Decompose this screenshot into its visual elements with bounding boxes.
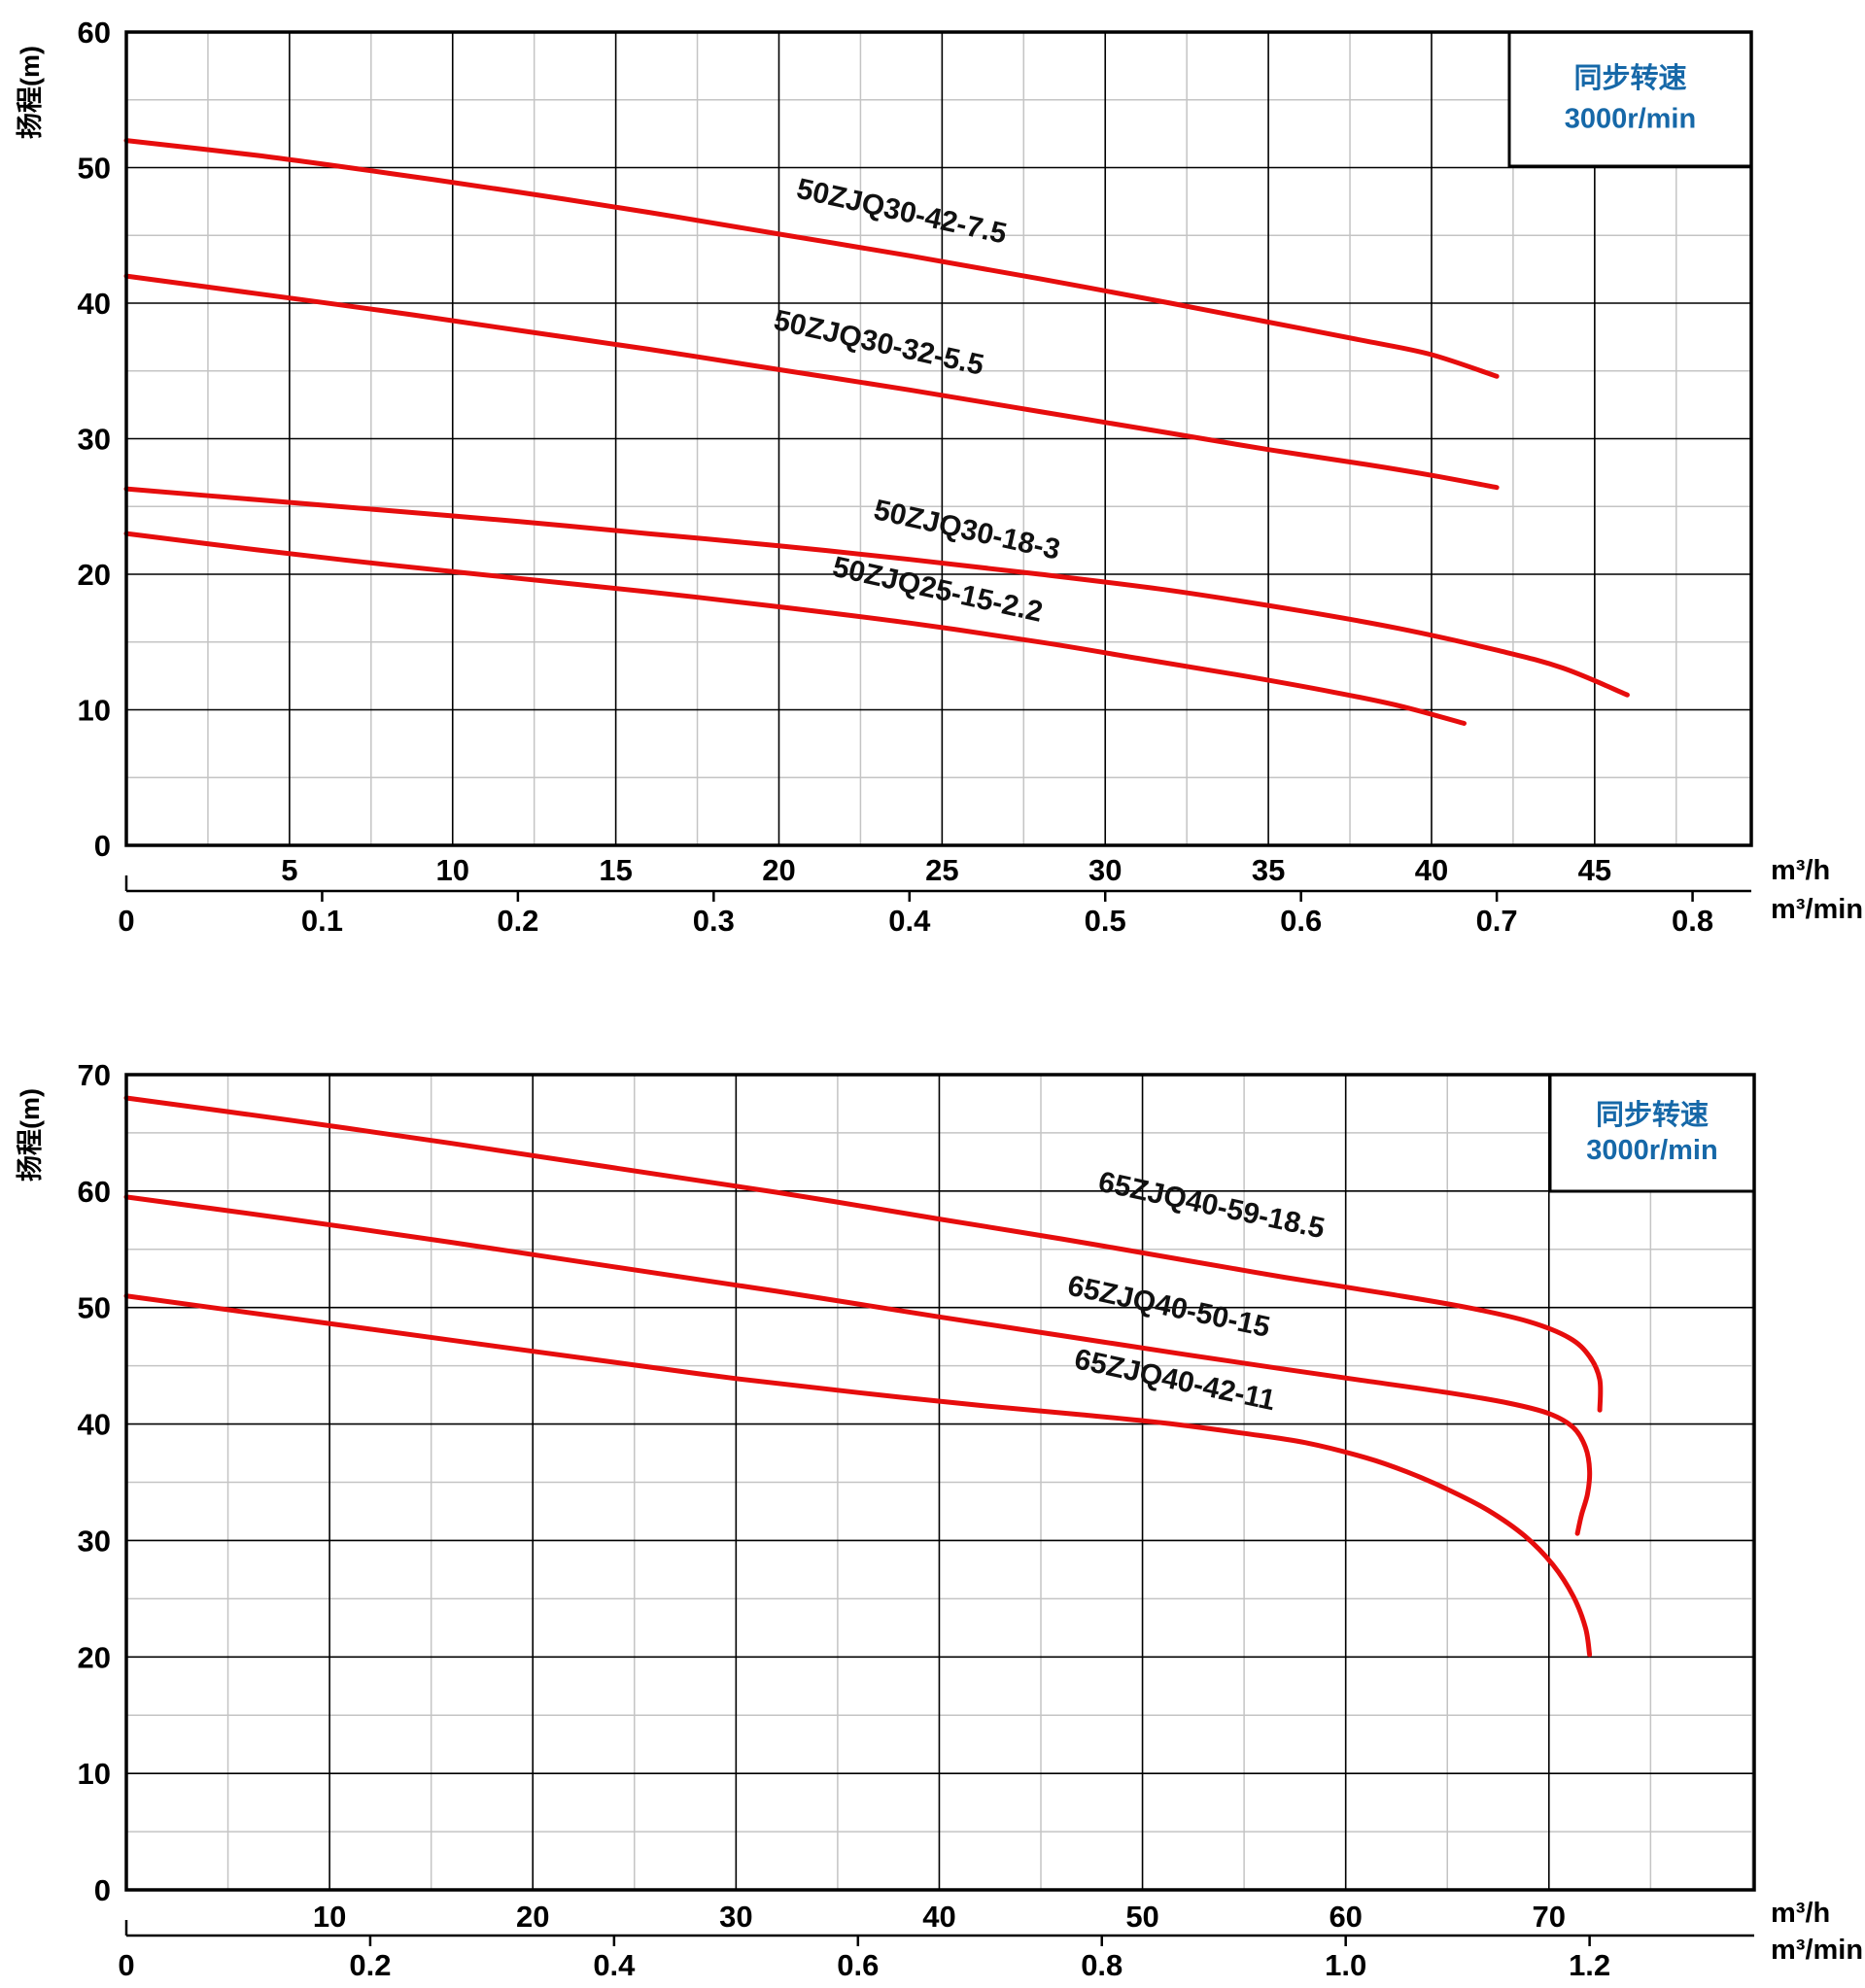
- curve-50ZJQ30-32-5.5: [123, 273, 1500, 491]
- legend-sync-speed-label: 同步转速: [1573, 62, 1686, 94]
- y-tick-label: 50: [78, 152, 111, 186]
- x-tick-label: 10: [436, 853, 469, 887]
- x2-tick-label: 0.8: [1672, 904, 1713, 938]
- y-tick-label: 60: [78, 1175, 111, 1209]
- x-tick-label: 40: [1415, 853, 1448, 887]
- y-tick-label: 10: [78, 1757, 111, 1791]
- chart-1: 同步转速 3000r/min 50ZJQ30-42-7.5 50ZJQ30-32-5.…: [16, 16, 1863, 938]
- x2-tick-label: 0.6: [1280, 904, 1322, 938]
- y-tick-label: 30: [78, 423, 111, 457]
- x-tick-label: 40: [922, 1900, 955, 1934]
- x2-tick-label: 0: [118, 904, 134, 938]
- x-tick-label: 5: [281, 853, 297, 887]
- y-tick-label: 20: [78, 1640, 111, 1674]
- curve-50ZJQ30-18-3: [123, 486, 1630, 698]
- x2-tick-label: 0.1: [301, 904, 343, 938]
- curve-65ZJQ40-50-15: [123, 1194, 1593, 1536]
- curve-label-65ZJQ40-59-18.5: 65ZJQ40-59-18.5: [1095, 1166, 1328, 1246]
- x2-tick-label: 0.6: [837, 1948, 879, 1982]
- y-tick-label: 0: [94, 1873, 111, 1907]
- legend-box: [1548, 1073, 1756, 1193]
- x2-tick-label: 0.7: [1476, 904, 1518, 938]
- x2-tick-label: 0.4: [593, 1948, 636, 1982]
- y-axis-title: 扬程(m): [16, 46, 45, 139]
- x-tick-label: 15: [599, 853, 632, 887]
- y-tick-label: 70: [78, 1058, 111, 1092]
- x-tick-label: 25: [925, 853, 958, 887]
- legend-box: [1507, 30, 1753, 168]
- y-tick-label: 20: [78, 558, 111, 592]
- y-tick-label: 0: [94, 829, 111, 863]
- x-tick-label: 50: [1125, 1900, 1158, 1934]
- x-tick-label: 70: [1533, 1900, 1566, 1934]
- x2-tick-label: 0: [118, 1948, 134, 1982]
- curve-50ZJQ25-15-2.2: [123, 531, 1467, 726]
- curve-65ZJQ40-42-11: [123, 1293, 1593, 1658]
- x2-tick-label: 1.2: [1569, 1948, 1610, 1982]
- x-tick-label: 35: [1252, 853, 1285, 887]
- curve-label-65ZJQ40-50-15: 65ZJQ40-50-15: [1065, 1270, 1273, 1344]
- x2-tick-label: 0.3: [693, 904, 735, 938]
- curve-label-50ZJQ30-42-7.5: 50ZJQ30-42-7.5: [794, 173, 1010, 251]
- legend-speed-value: 3000r/min: [1586, 1135, 1717, 1166]
- curve-50ZJQ30-42-7.5: [123, 138, 1500, 379]
- x-tick-label: 45: [1578, 853, 1611, 887]
- y-tick-label: 40: [78, 1408, 111, 1442]
- x2-tick-label: 0.4: [888, 904, 931, 938]
- x2-tick-label: 0.2: [497, 904, 538, 938]
- x-axis-unit-m3min: m³/min: [1771, 1935, 1863, 1966]
- chart-2: 同步转速 3000r/min 65ZJQ40-59-18.5 65ZJQ40-50-1…: [16, 1058, 1863, 1982]
- legend-sync-speed-label: 同步转速: [1596, 1099, 1709, 1131]
- plot-border: [124, 1073, 1756, 1892]
- y-tick-label: 10: [78, 694, 111, 728]
- y-tick-label: 30: [78, 1524, 111, 1558]
- x-tick-label: 30: [719, 1900, 752, 1934]
- x-tick-label: 20: [516, 1900, 549, 1934]
- y-axis-title: 扬程(m): [16, 1088, 45, 1182]
- plot-border: [124, 30, 1753, 847]
- x2-tick-label: 0.8: [1081, 1948, 1122, 1982]
- y-tick-label: 60: [78, 16, 111, 50]
- x-axis-unit-m3h: m³/h: [1771, 855, 1830, 886]
- x2-tick-label: 1.0: [1325, 1948, 1366, 1982]
- curve-label-50ZJQ30-32-5.5: 50ZJQ30-32-5.5: [771, 304, 986, 382]
- y-tick-label: 40: [78, 287, 111, 321]
- curve-label-50ZJQ30-18-3: 50ZJQ30-18-3: [871, 494, 1063, 566]
- x-axis-unit-m3h: m³/h: [1771, 1898, 1830, 1929]
- x-tick-label: 30: [1088, 853, 1122, 887]
- x-tick-label: 20: [762, 853, 795, 887]
- legend-speed-value: 3000r/min: [1565, 103, 1696, 134]
- x2-tick-label: 0.2: [349, 1948, 391, 1982]
- curve-65ZJQ40-59-18.5: [123, 1095, 1604, 1413]
- y-tick-label: 50: [78, 1291, 111, 1325]
- x-tick-label: 60: [1329, 1900, 1362, 1934]
- x-axis-unit-m3min: m³/min: [1771, 894, 1863, 925]
- x-tick-label: 10: [313, 1900, 346, 1934]
- x2-tick-label: 0.5: [1085, 904, 1126, 938]
